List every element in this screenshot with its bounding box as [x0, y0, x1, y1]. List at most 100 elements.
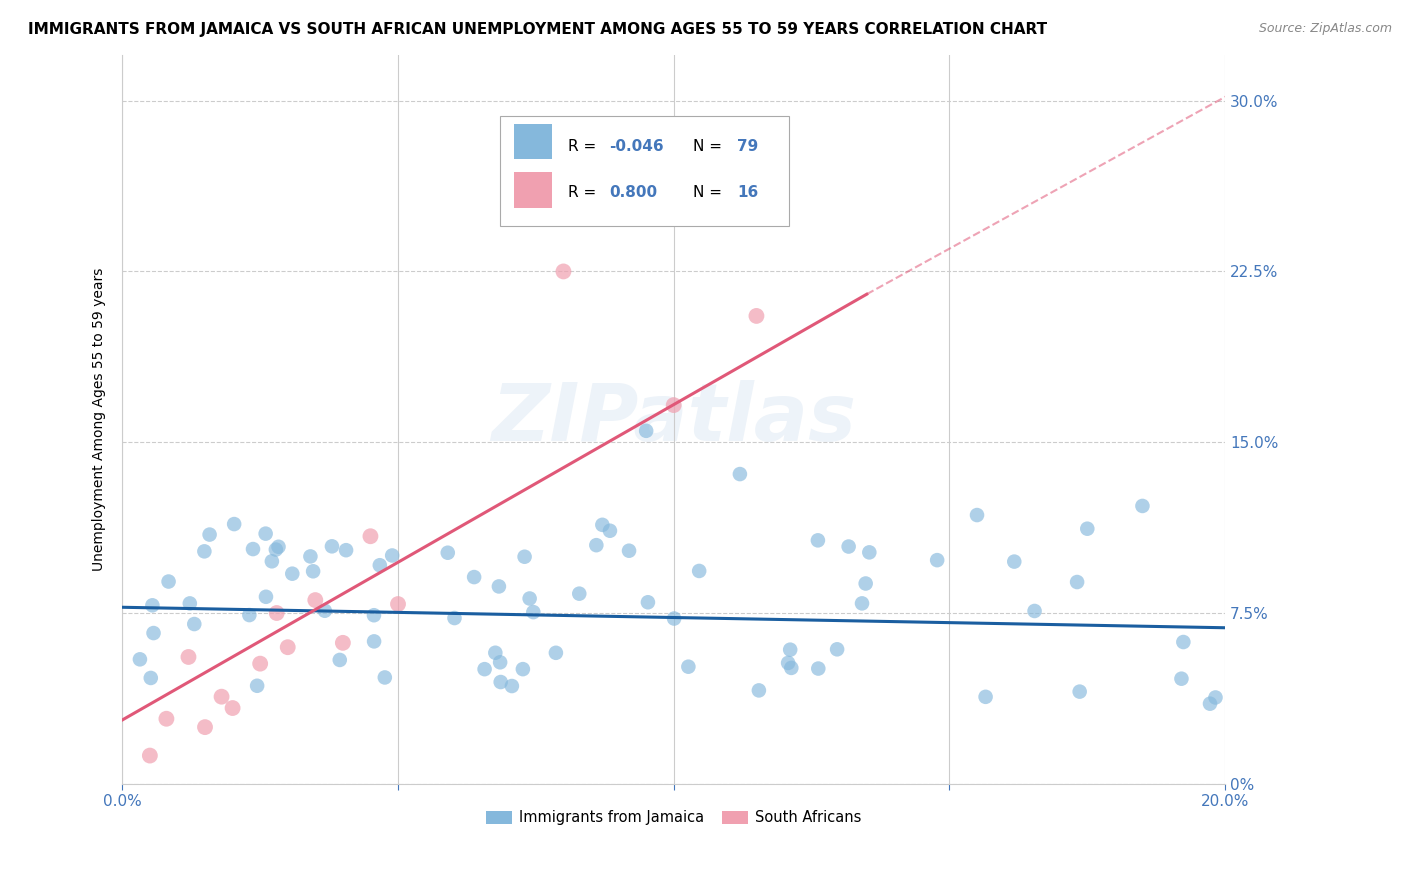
Point [617, 543, 640, 558]
Point [825, 642, 848, 657]
Point [512, 662, 534, 676]
Text: 16: 16 [737, 186, 758, 201]
Text: N =: N = [693, 138, 727, 153]
Point [249, 657, 271, 671]
Point [745, 309, 768, 323]
Text: IMMIGRANTS FROM JAMAICA VS SOUTH AFRICAN UNEMPLOYMENT AMONG AGES 55 TO 59 YEARS : IMMIGRANTS FROM JAMAICA VS SOUTH AFRICAN… [28, 22, 1047, 37]
Point [194, 720, 217, 734]
Point [129, 652, 152, 666]
Point [1170, 672, 1192, 686]
Point [193, 544, 215, 558]
Point [281, 566, 304, 581]
Point [260, 554, 283, 568]
Point [157, 574, 180, 589]
Point [299, 549, 322, 564]
Point [314, 604, 336, 618]
Text: N =: N = [693, 186, 727, 201]
Point [1076, 522, 1098, 536]
Point [484, 646, 506, 660]
Legend: Immigrants from Jamaica, South Africans: Immigrants from Jamaica, South Africans [479, 805, 868, 831]
Point [266, 606, 288, 620]
Point [585, 538, 607, 552]
Point [519, 591, 541, 606]
Text: 0.800: 0.800 [609, 186, 658, 201]
Point [242, 542, 264, 557]
Point [368, 558, 391, 573]
Point [662, 398, 685, 412]
Point [1205, 690, 1227, 705]
Point [1069, 684, 1091, 698]
Text: Source: ZipAtlas.com: Source: ZipAtlas.com [1258, 22, 1392, 36]
Point [501, 679, 523, 693]
Point [513, 549, 536, 564]
Point [387, 597, 409, 611]
Point [254, 526, 277, 541]
Point [332, 636, 354, 650]
Point [139, 748, 162, 763]
Point [264, 542, 287, 557]
Text: ZIPatlas: ZIPatlas [491, 380, 856, 458]
Y-axis label: Unemployment Among Ages 55 to 59 years: Unemployment Among Ages 55 to 59 years [93, 268, 107, 571]
Point [443, 611, 465, 625]
Point [177, 650, 200, 665]
Point [636, 424, 658, 438]
Point [363, 634, 385, 648]
Point [553, 264, 575, 278]
Point [436, 546, 458, 560]
Point [728, 467, 751, 481]
Point [267, 540, 290, 554]
Point [855, 576, 877, 591]
Point [254, 590, 277, 604]
Point [748, 683, 770, 698]
Point [463, 570, 485, 584]
Point [838, 540, 860, 554]
Point [1024, 604, 1046, 618]
Text: 79: 79 [737, 138, 758, 153]
Point [363, 608, 385, 623]
Point [1132, 499, 1154, 513]
Point [778, 656, 800, 670]
Point [662, 611, 685, 625]
Point [688, 564, 710, 578]
Point [544, 646, 567, 660]
Point [637, 595, 659, 609]
Point [321, 539, 343, 553]
Text: R =: R = [568, 186, 606, 201]
Point [474, 662, 496, 676]
Text: R =: R = [568, 138, 602, 153]
Point [277, 640, 299, 655]
Point [302, 564, 325, 578]
Point [183, 617, 205, 632]
Point [522, 605, 544, 619]
Point [381, 549, 404, 563]
Point [599, 524, 621, 538]
Point [1173, 635, 1195, 649]
Point [807, 661, 830, 675]
Point [142, 626, 165, 640]
Point [591, 517, 613, 532]
Point [359, 529, 381, 543]
Point [304, 593, 326, 607]
Point [807, 533, 830, 548]
Point [211, 690, 233, 704]
Point [780, 661, 803, 675]
Point [678, 659, 700, 673]
Point [966, 508, 988, 522]
Point [488, 579, 510, 593]
Point [568, 587, 591, 601]
Point [374, 670, 396, 684]
Point [1199, 697, 1222, 711]
Point [489, 675, 512, 690]
Point [141, 599, 163, 613]
Point [221, 701, 243, 715]
Point [974, 690, 997, 704]
Point [1002, 555, 1025, 569]
Point [335, 543, 357, 558]
Text: -0.046: -0.046 [609, 138, 664, 153]
Point [329, 653, 352, 667]
Point [489, 655, 512, 669]
Point [155, 712, 177, 726]
Point [779, 642, 801, 657]
Point [1066, 574, 1088, 589]
Point [246, 679, 269, 693]
